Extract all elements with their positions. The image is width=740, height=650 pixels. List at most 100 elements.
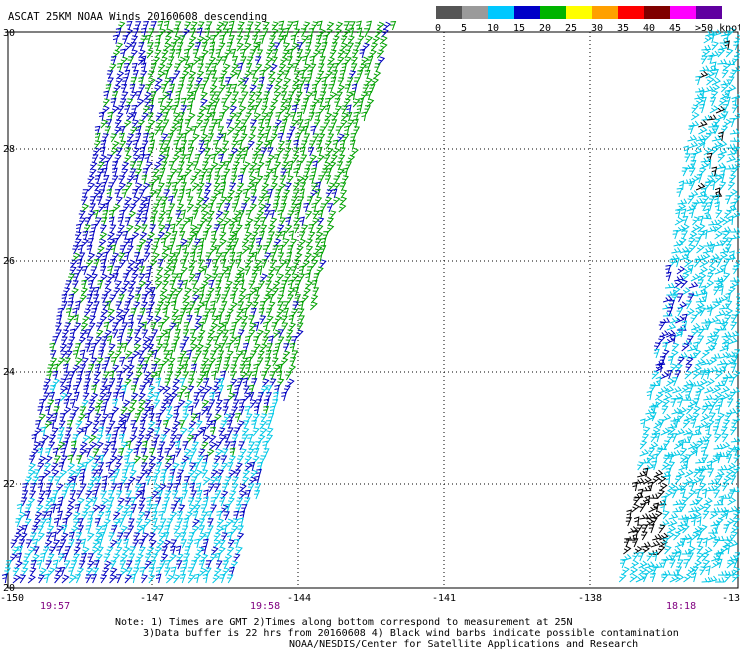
wind-barb xyxy=(155,196,163,206)
wind-barb xyxy=(65,427,73,437)
wind-barb xyxy=(192,287,200,297)
wind-barb xyxy=(172,420,181,430)
wind-barb xyxy=(207,133,215,143)
wind-barb xyxy=(721,335,731,345)
wind-barb xyxy=(131,392,139,402)
wind-barb xyxy=(131,350,140,360)
wind-barb xyxy=(166,483,174,493)
wind-barb xyxy=(169,322,177,332)
wind-barb xyxy=(729,188,738,198)
wind-barb xyxy=(92,567,100,577)
wind-barb xyxy=(213,336,220,346)
wind-barb xyxy=(112,398,119,409)
wind-barb xyxy=(151,245,159,255)
wind-barb xyxy=(191,245,199,255)
wind-barb xyxy=(664,474,671,485)
wind-barb xyxy=(115,315,124,325)
wind-barb xyxy=(668,461,676,471)
wind-barb xyxy=(273,391,279,402)
wind-barb xyxy=(300,77,307,87)
wind-barb xyxy=(182,279,189,290)
wind-barb xyxy=(199,371,207,381)
wind-barb xyxy=(120,525,128,535)
wind-barb xyxy=(287,21,294,31)
wind-barb xyxy=(64,483,71,493)
wind-barb xyxy=(176,475,182,486)
wind-barb xyxy=(175,217,183,227)
wind-barb xyxy=(245,356,252,367)
wind-barb xyxy=(101,524,108,535)
wind-barb xyxy=(90,574,98,584)
wind-barb xyxy=(642,467,649,478)
wind-barb xyxy=(69,482,76,493)
wind-barb xyxy=(142,440,148,451)
legend-swatch xyxy=(514,6,540,19)
wind-barb xyxy=(211,77,219,87)
wind-barb xyxy=(295,56,303,66)
wind-barb xyxy=(175,244,182,255)
wind-barb xyxy=(131,62,138,73)
wind-barb xyxy=(663,392,673,401)
wind-barb xyxy=(245,335,251,346)
wind-barb xyxy=(228,413,236,423)
wind-barb xyxy=(210,196,218,206)
wind-barb xyxy=(235,335,242,346)
wind-barb xyxy=(662,341,669,352)
wind-barb xyxy=(174,371,182,381)
wind-barb xyxy=(340,112,349,122)
wind-barb xyxy=(65,350,73,360)
wind-barb xyxy=(133,301,141,311)
wind-barb xyxy=(629,566,639,576)
wind-barb xyxy=(646,390,653,401)
wind-barb xyxy=(183,517,190,528)
wind-barb xyxy=(148,413,155,423)
wind-barb xyxy=(661,495,667,506)
wind-barb xyxy=(114,126,122,136)
wind-barb xyxy=(710,353,721,359)
wind-barb xyxy=(690,111,700,121)
wind-barb xyxy=(72,307,78,318)
wind-barb xyxy=(209,391,215,402)
wind-barb xyxy=(108,370,115,381)
wind-barb xyxy=(101,363,108,374)
wind-barb xyxy=(346,112,353,122)
wind-barb xyxy=(174,321,181,332)
wind-barb xyxy=(124,147,132,157)
wind-barb xyxy=(301,140,308,150)
wind-barb xyxy=(182,244,188,255)
wind-barb xyxy=(678,180,685,191)
wind-barb xyxy=(144,560,152,570)
wind-barb xyxy=(61,525,68,535)
wind-barb xyxy=(188,77,195,87)
wind-barb xyxy=(323,119,331,129)
wind-barb xyxy=(681,287,691,296)
wind-barb xyxy=(632,538,639,548)
wind-barb xyxy=(210,322,219,332)
wind-barb xyxy=(725,292,731,303)
wind-barb xyxy=(727,181,736,191)
wind-barb xyxy=(696,545,704,555)
wind-barb xyxy=(706,152,713,163)
wind-barb xyxy=(85,574,92,584)
wind-barb xyxy=(159,126,166,136)
wind-barb xyxy=(695,296,706,303)
note-line-3: NOAA/NESDIS/Center for Satellite Applica… xyxy=(289,639,638,650)
wind-barb xyxy=(73,553,80,563)
wind-barb xyxy=(288,314,295,325)
wind-barb xyxy=(98,504,106,514)
wind-barb xyxy=(265,287,273,297)
wind-barb xyxy=(684,370,693,380)
wind-barb xyxy=(157,447,163,458)
wind-barb xyxy=(698,266,709,275)
wind-barb xyxy=(684,258,693,268)
lon-label-144: -144 xyxy=(287,593,311,604)
wind-barb xyxy=(264,252,272,262)
wind-barb xyxy=(671,293,679,303)
wind-barb xyxy=(707,54,714,65)
wind-barb xyxy=(250,350,257,360)
wind-barb xyxy=(700,358,711,366)
wind-barb xyxy=(730,321,738,331)
wind-barb xyxy=(196,224,203,234)
wind-barb xyxy=(336,161,344,171)
wind-barb xyxy=(201,462,208,472)
